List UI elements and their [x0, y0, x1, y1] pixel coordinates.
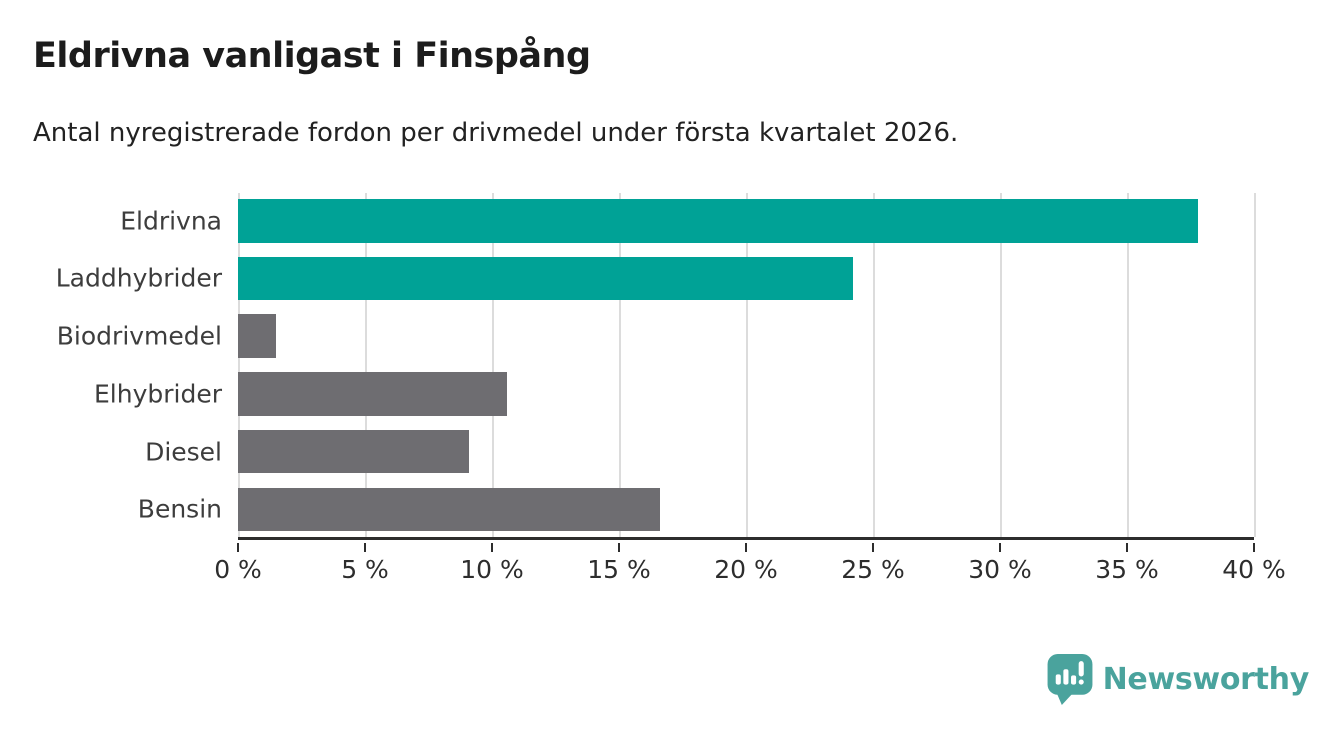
chart-title: Eldrivna vanligast i Finspång: [33, 36, 591, 76]
x-tick-label: 40 %: [1222, 555, 1286, 584]
category-label: Laddhybrider: [55, 263, 222, 293]
x-tick-label: 15 %: [587, 555, 651, 584]
x-tick-label: 0 %: [214, 555, 262, 584]
x-tick: [1253, 543, 1255, 552]
category-label: Diesel: [145, 437, 222, 467]
x-tick: [1126, 543, 1128, 552]
x-tick-label: 30 %: [968, 555, 1032, 584]
x-tick: [618, 543, 620, 552]
category-label: Biodrivmedel: [56, 321, 222, 351]
x-tick-label: 10 %: [460, 555, 524, 584]
x-axis: 0 % 5 % 10 % 15 % 20 % 25 % 30 % 35 % 40 %: [214, 543, 1286, 593]
x-tick: [872, 543, 874, 552]
x-tick-label: 20 %: [714, 555, 778, 584]
gridline: [1254, 193, 1256, 537]
x-tick: [745, 543, 747, 552]
x-tick: [491, 543, 493, 552]
x-tick: [364, 543, 366, 552]
gridline: [238, 193, 240, 537]
bar-elhybrider: [238, 372, 508, 416]
category-label: Elhybrider: [93, 379, 222, 409]
category-label: Eldrivna: [120, 206, 222, 236]
chart-subtitle: Antal nyregistrerade fordon per drivmede…: [33, 118, 959, 148]
gridline: [1127, 193, 1129, 537]
x-tick: [999, 543, 1001, 552]
x-tick-label: 5 %: [341, 555, 389, 584]
x-tick: [237, 543, 239, 552]
gridline: [365, 193, 367, 537]
brand-name: Newsworthy: [1102, 662, 1310, 697]
gridline: [492, 193, 494, 537]
gridline: [619, 193, 621, 537]
bar-biodrivmedel: [238, 314, 277, 358]
x-tick-label: 25 %: [841, 555, 905, 584]
bar-diesel: [238, 429, 470, 474]
newsworthy-icon: [1047, 654, 1093, 705]
bar-bensin: [238, 487, 660, 531]
bar-eldrivna: [238, 199, 1199, 243]
plot-area: [238, 193, 1256, 540]
gridline: [873, 193, 875, 537]
category-label: Bensin: [137, 494, 222, 524]
brand-logo: Newsworthy: [1047, 654, 1309, 705]
gridline: [1000, 193, 1002, 537]
x-tick-label: 35 %: [1095, 555, 1159, 584]
bar-laddhybrider: [238, 256, 853, 301]
y-axis-labels: Eldrivna Laddhybrider Biodrivmedel Elhybrid…: [0, 193, 222, 540]
gridline: [746, 193, 748, 537]
